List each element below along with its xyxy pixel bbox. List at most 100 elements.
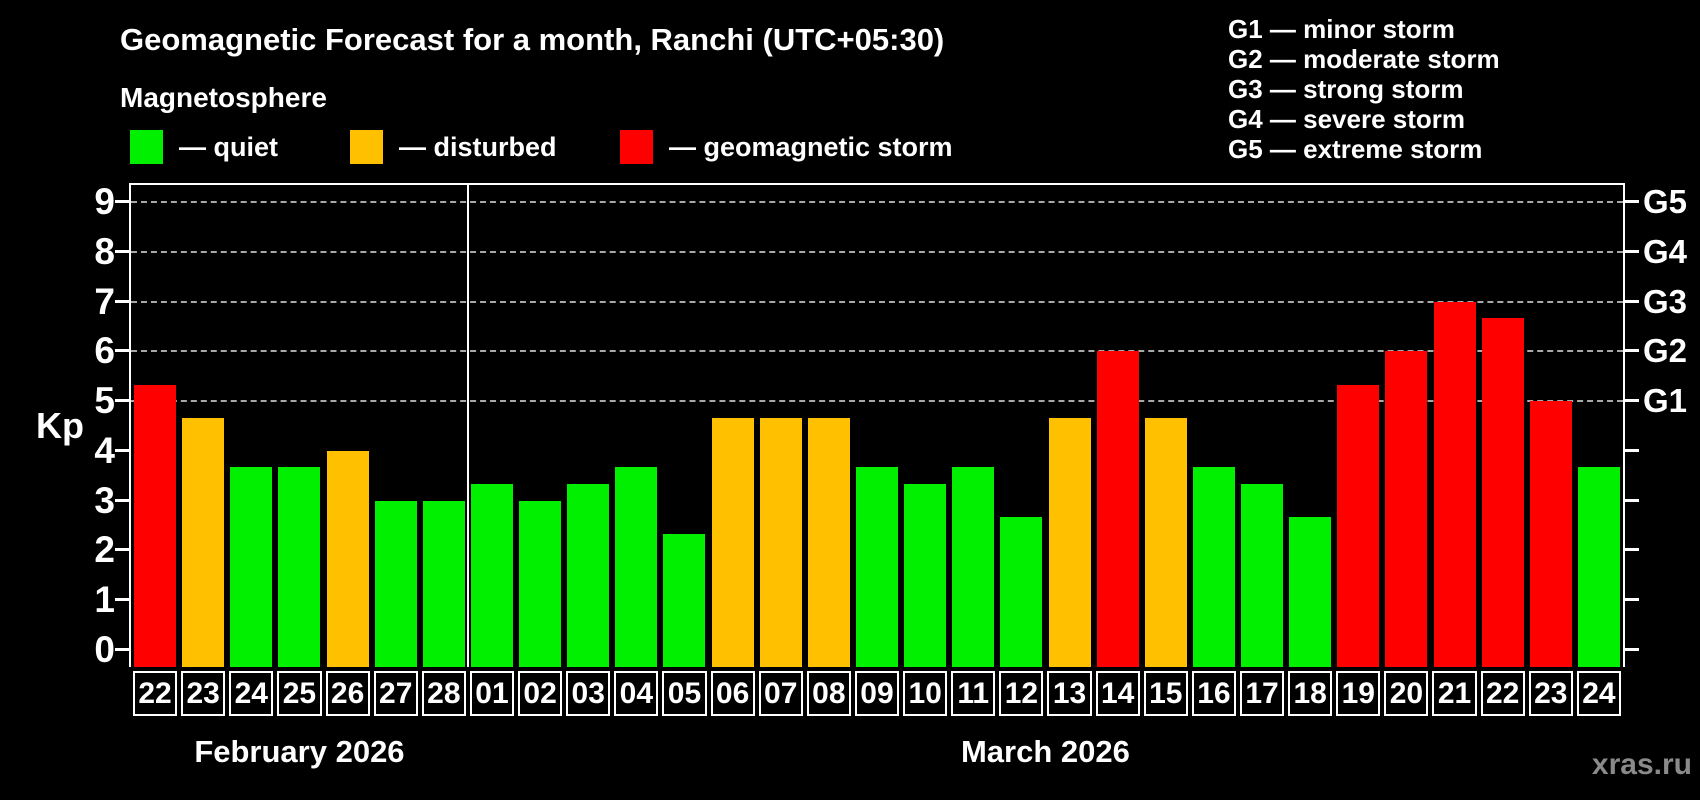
y-tick-label-4: 4 xyxy=(94,429,115,471)
day-cell-mar-23: 23 xyxy=(1528,671,1573,716)
legend-label-storm: — geomagnetic storm xyxy=(669,131,953,162)
y-tick-right-3 xyxy=(1625,498,1639,502)
month-divider xyxy=(466,183,469,667)
kp-bar-mar-11 xyxy=(952,467,995,667)
y-tick-left-1 xyxy=(115,598,129,602)
page-title: Geomagnetic Forecast for a month, Ranchi… xyxy=(120,22,945,57)
day-cell-mar-15: 15 xyxy=(1143,671,1188,716)
kp-bar-mar-07 xyxy=(759,417,802,667)
legend-item-quiet: — quiet xyxy=(130,128,278,166)
day-cell-mar-18: 18 xyxy=(1288,671,1333,716)
kp-bar-feb-24 xyxy=(230,467,273,667)
kp-bar-mar-08 xyxy=(807,417,850,667)
day-cell-mar-03: 03 xyxy=(566,671,611,716)
y-tick-label-5: 5 xyxy=(94,380,115,422)
day-cell-mar-11: 11 xyxy=(951,671,996,716)
month-label-feb: February 2026 xyxy=(194,734,405,769)
quiet-swatch xyxy=(130,130,163,164)
y-tick-label-0: 0 xyxy=(94,629,115,670)
gridline-kp5 xyxy=(131,400,1623,403)
g5-legend-line: G5 — extreme storm xyxy=(1228,134,1483,164)
kp-bar-feb-22 xyxy=(134,384,177,667)
kp-bar-mar-18 xyxy=(1289,517,1332,667)
kp-bar-mar-14 xyxy=(1096,351,1139,667)
y-tick-right-7 xyxy=(1625,299,1639,303)
gridline-kp8 xyxy=(131,250,1623,253)
g1-legend-line: G1 — minor storm xyxy=(1228,14,1455,44)
legend-item-disturbed: — disturbed xyxy=(350,128,557,166)
y-tick-right-1 xyxy=(1625,598,1639,602)
kp-bar-mar-16 xyxy=(1192,467,1235,667)
day-cell-mar-20: 20 xyxy=(1384,671,1429,716)
g3-legend-line: G3 — strong storm xyxy=(1228,74,1464,104)
right-axis-label-g2: G2 xyxy=(1643,332,1688,370)
y-tick-left-0 xyxy=(115,648,129,651)
axis-left xyxy=(129,183,131,667)
day-cell-feb-27: 27 xyxy=(373,671,418,716)
y-tick-left-6 xyxy=(115,349,129,353)
day-cell-mar-13: 13 xyxy=(1047,671,1092,716)
legend-item-storm: — geomagnetic storm xyxy=(620,128,953,166)
day-cell-mar-21: 21 xyxy=(1432,671,1477,716)
day-cell-mar-04: 04 xyxy=(614,671,659,716)
legend-label-quiet: — quiet xyxy=(179,131,278,162)
month-label-mar: March 2026 xyxy=(960,734,1130,769)
day-cell-mar-24: 24 xyxy=(1576,671,1621,716)
day-cell-feb-24: 24 xyxy=(229,671,274,716)
kp-bar-feb-26 xyxy=(326,450,369,667)
kp-bar-mar-17 xyxy=(1241,484,1284,667)
day-cell-mar-12: 12 xyxy=(999,671,1044,716)
day-cell-mar-02: 02 xyxy=(518,671,563,716)
day-cell-mar-22: 22 xyxy=(1480,671,1525,716)
right-axis-label-g1: G1 xyxy=(1643,382,1688,420)
kp-bar-mar-03 xyxy=(567,484,610,667)
y-tick-left-2 xyxy=(115,548,129,552)
gridline-kp9 xyxy=(131,200,1623,203)
kp-bar-feb-23 xyxy=(182,417,225,667)
y-tick-left-4 xyxy=(115,448,129,452)
right-axis-label-g5: G5 xyxy=(1643,182,1688,220)
y-tick-label-2: 2 xyxy=(94,529,115,571)
chart-subtitle: Magnetosphere xyxy=(120,82,327,113)
legend-label-disturbed: — disturbed xyxy=(399,131,557,162)
kp-bar-mar-13 xyxy=(1048,417,1091,667)
storm-swatch xyxy=(620,130,653,164)
gridline-kp7 xyxy=(131,300,1623,303)
kp-bar-mar-10 xyxy=(904,484,947,667)
kp-bar-feb-25 xyxy=(278,467,321,667)
kp-bar-mar-01 xyxy=(470,484,513,667)
kp-bar-mar-20 xyxy=(1385,351,1428,667)
g-scale-legend: G1 — minor storm G2 — moderate storm G3 … xyxy=(1228,14,1500,164)
kp-bar-mar-12 xyxy=(1000,517,1043,667)
gridline-kp6 xyxy=(131,350,1623,353)
kp-bar-mar-22 xyxy=(1481,317,1524,667)
y-tick-left-7 xyxy=(115,299,129,303)
y-tick-left-8 xyxy=(115,249,129,253)
y-tick-label-8: 8 xyxy=(94,230,115,272)
kp-bar-mar-24 xyxy=(1577,467,1620,667)
kp-bar-mar-06 xyxy=(711,417,754,667)
day-cell-mar-08: 08 xyxy=(806,671,851,716)
kp-bar-mar-02 xyxy=(519,500,562,667)
kp-bar-feb-28 xyxy=(422,500,465,667)
day-cell-mar-10: 10 xyxy=(903,671,948,716)
frame-top xyxy=(129,183,1625,185)
kp-bar-mar-09 xyxy=(856,467,898,667)
y-tick-left-3 xyxy=(115,498,129,502)
y-tick-label-7: 7 xyxy=(94,280,115,322)
right-axis-label-g3: G3 xyxy=(1643,282,1688,320)
y-tick-label-3: 3 xyxy=(94,479,115,521)
y-tick-right-6 xyxy=(1625,349,1639,353)
day-cell-feb-23: 23 xyxy=(181,671,226,716)
day-cell-feb-22: 22 xyxy=(133,671,178,716)
y-tick-right-2 xyxy=(1625,548,1639,552)
day-cell-mar-01: 01 xyxy=(469,671,515,716)
y-tick-right-4 xyxy=(1625,448,1639,452)
y-tick-label-9: 9 xyxy=(94,180,115,222)
day-cell-feb-26: 26 xyxy=(325,671,370,716)
y-axis-title: Kp xyxy=(36,405,84,446)
kp-bar-mar-21 xyxy=(1433,301,1476,667)
y-tick-right-5 xyxy=(1625,399,1639,403)
disturbed-swatch xyxy=(350,130,383,164)
